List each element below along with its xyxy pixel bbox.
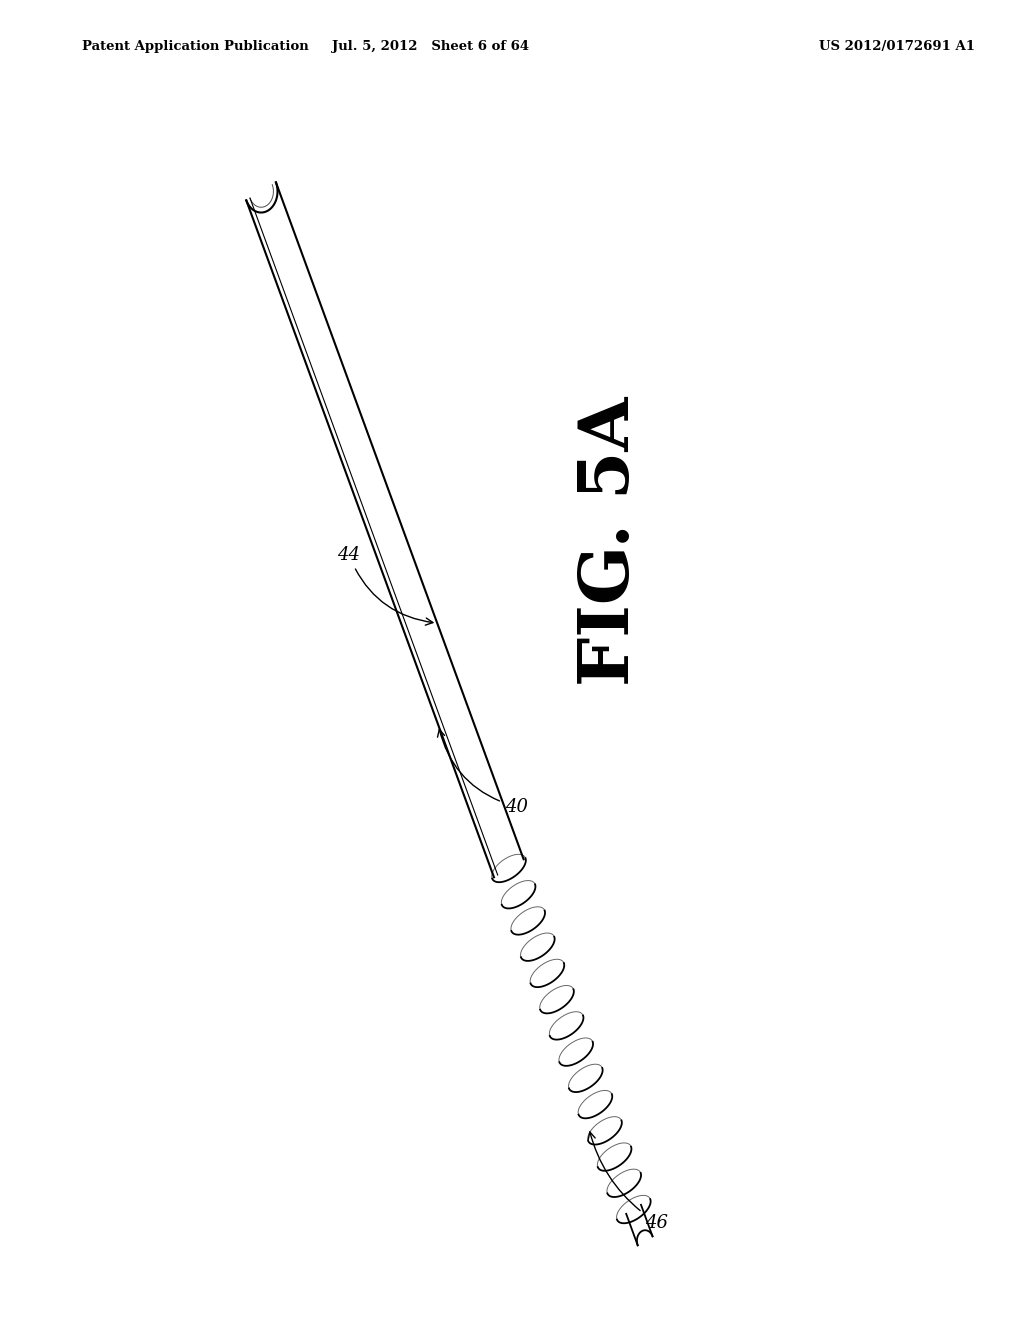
Text: Patent Application Publication: Patent Application Publication: [82, 40, 308, 53]
Text: US 2012/0172691 A1: US 2012/0172691 A1: [819, 40, 975, 53]
Text: 40: 40: [437, 730, 527, 816]
Text: 44: 44: [338, 545, 433, 626]
Text: Jul. 5, 2012   Sheet 6 of 64: Jul. 5, 2012 Sheet 6 of 64: [332, 40, 528, 53]
Text: 46: 46: [588, 1133, 668, 1232]
Text: FIG. 5A: FIG. 5A: [575, 396, 643, 686]
